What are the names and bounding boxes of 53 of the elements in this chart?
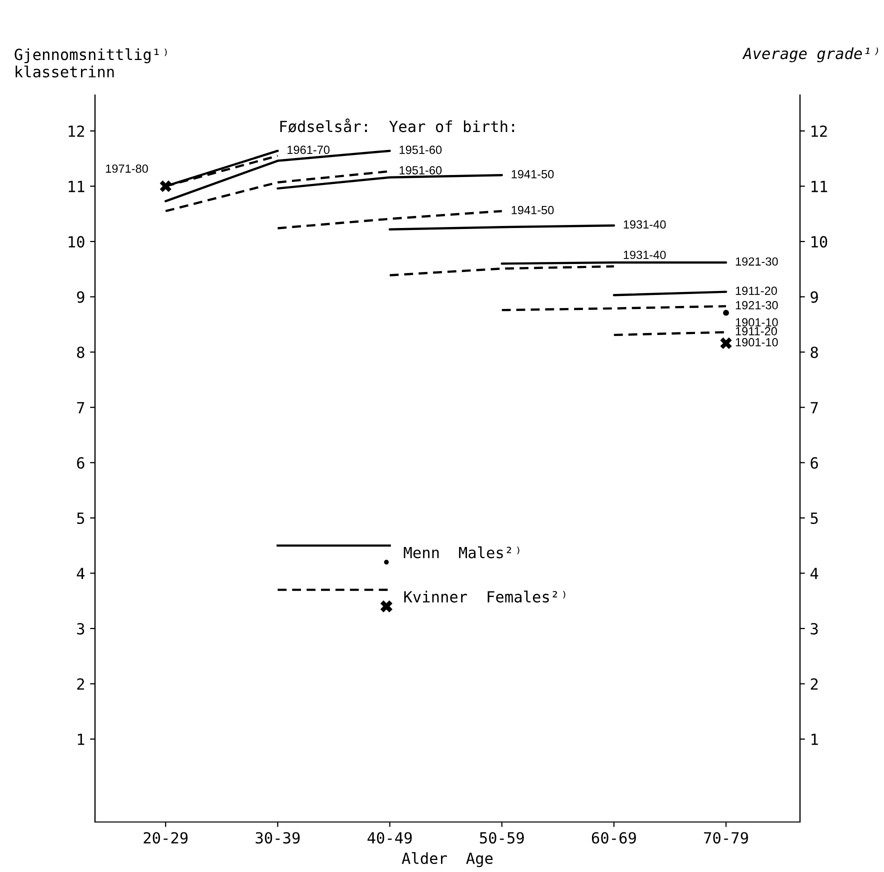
y-tick-label: 8 bbox=[77, 346, 84, 358]
y2-tick-label: 9 bbox=[810, 291, 818, 303]
y-tick-label: 7 bbox=[77, 402, 84, 414]
annotation: Kvinner Females²⁾ bbox=[404, 590, 566, 603]
series-label: 1921-30 bbox=[736, 257, 778, 266]
series-label: 1901-10 bbox=[736, 338, 778, 346]
y-tick-label: 4 bbox=[76, 568, 85, 580]
y2-tick-label: 6 bbox=[810, 457, 818, 469]
y-tick-label: 9 bbox=[77, 291, 84, 303]
y2-tick-label: 7 bbox=[810, 402, 818, 414]
y-tick-label: 5 bbox=[77, 512, 84, 524]
series-label: 1951-60 bbox=[400, 166, 442, 174]
y-tick-label: 11 bbox=[68, 180, 84, 192]
annotation: Fødselsår: Year of birth: bbox=[280, 118, 514, 133]
series-label: 1961-70 bbox=[288, 146, 330, 154]
x-tick-label: 50-59 bbox=[480, 832, 524, 844]
series-label: 1911-20 bbox=[736, 286, 777, 295]
y2-tick-label: 1 bbox=[812, 734, 818, 745]
y-tick-label: 12 bbox=[68, 125, 84, 137]
x-axis-title: Alder Age bbox=[402, 852, 493, 868]
point bbox=[723, 310, 729, 316]
y2-tick-label: 10 bbox=[812, 236, 828, 248]
series-label: 1941-50 bbox=[512, 206, 554, 214]
y-axis-title: Gjennomsnittlig¹⁾ klassetrinn bbox=[14, 48, 167, 78]
series-label: 1971-80 bbox=[106, 164, 148, 173]
series-label: 1931-40 bbox=[624, 220, 666, 229]
y2-tick-label: 4 bbox=[810, 568, 818, 580]
x-tick-label: 70-79 bbox=[704, 832, 748, 844]
y-tick-label: 1 bbox=[78, 734, 84, 745]
y2-tick-label: 11 bbox=[812, 180, 828, 192]
y2-tick-label: 3 bbox=[810, 623, 818, 635]
y2-tick-label: 2 bbox=[810, 678, 818, 690]
x-tick-label: 20-29 bbox=[144, 832, 188, 844]
y2-axis-title: Average grade¹⁾ bbox=[742, 47, 878, 62]
y-tick-label: 10 bbox=[68, 236, 84, 248]
y-tick-label: 3 bbox=[77, 623, 84, 635]
annotation: Menn Males²⁾ bbox=[404, 546, 520, 558]
series-label: 1941-50 bbox=[512, 170, 554, 178]
y-tick-label: 2 bbox=[77, 678, 84, 690]
y2-tick-label: 8 bbox=[810, 346, 818, 358]
point bbox=[720, 337, 732, 350]
x-tick-label: 30-39 bbox=[256, 832, 300, 844]
y2-tick-label: 12 bbox=[812, 125, 827, 137]
x-tick-label: 40-49 bbox=[368, 832, 412, 844]
series-label: 1931-40 bbox=[624, 250, 666, 260]
x-tick-label: 60-69 bbox=[592, 832, 636, 844]
series-label: 1901-10 bbox=[736, 318, 778, 326]
y-tick-label: 6 bbox=[77, 457, 84, 469]
point bbox=[160, 180, 172, 192]
series-label: 1951-60 bbox=[400, 146, 442, 154]
series-label: 1911-20 bbox=[736, 326, 777, 336]
series-label: 1921-30 bbox=[736, 301, 778, 310]
y2-tick-label: 5 bbox=[810, 512, 818, 524]
